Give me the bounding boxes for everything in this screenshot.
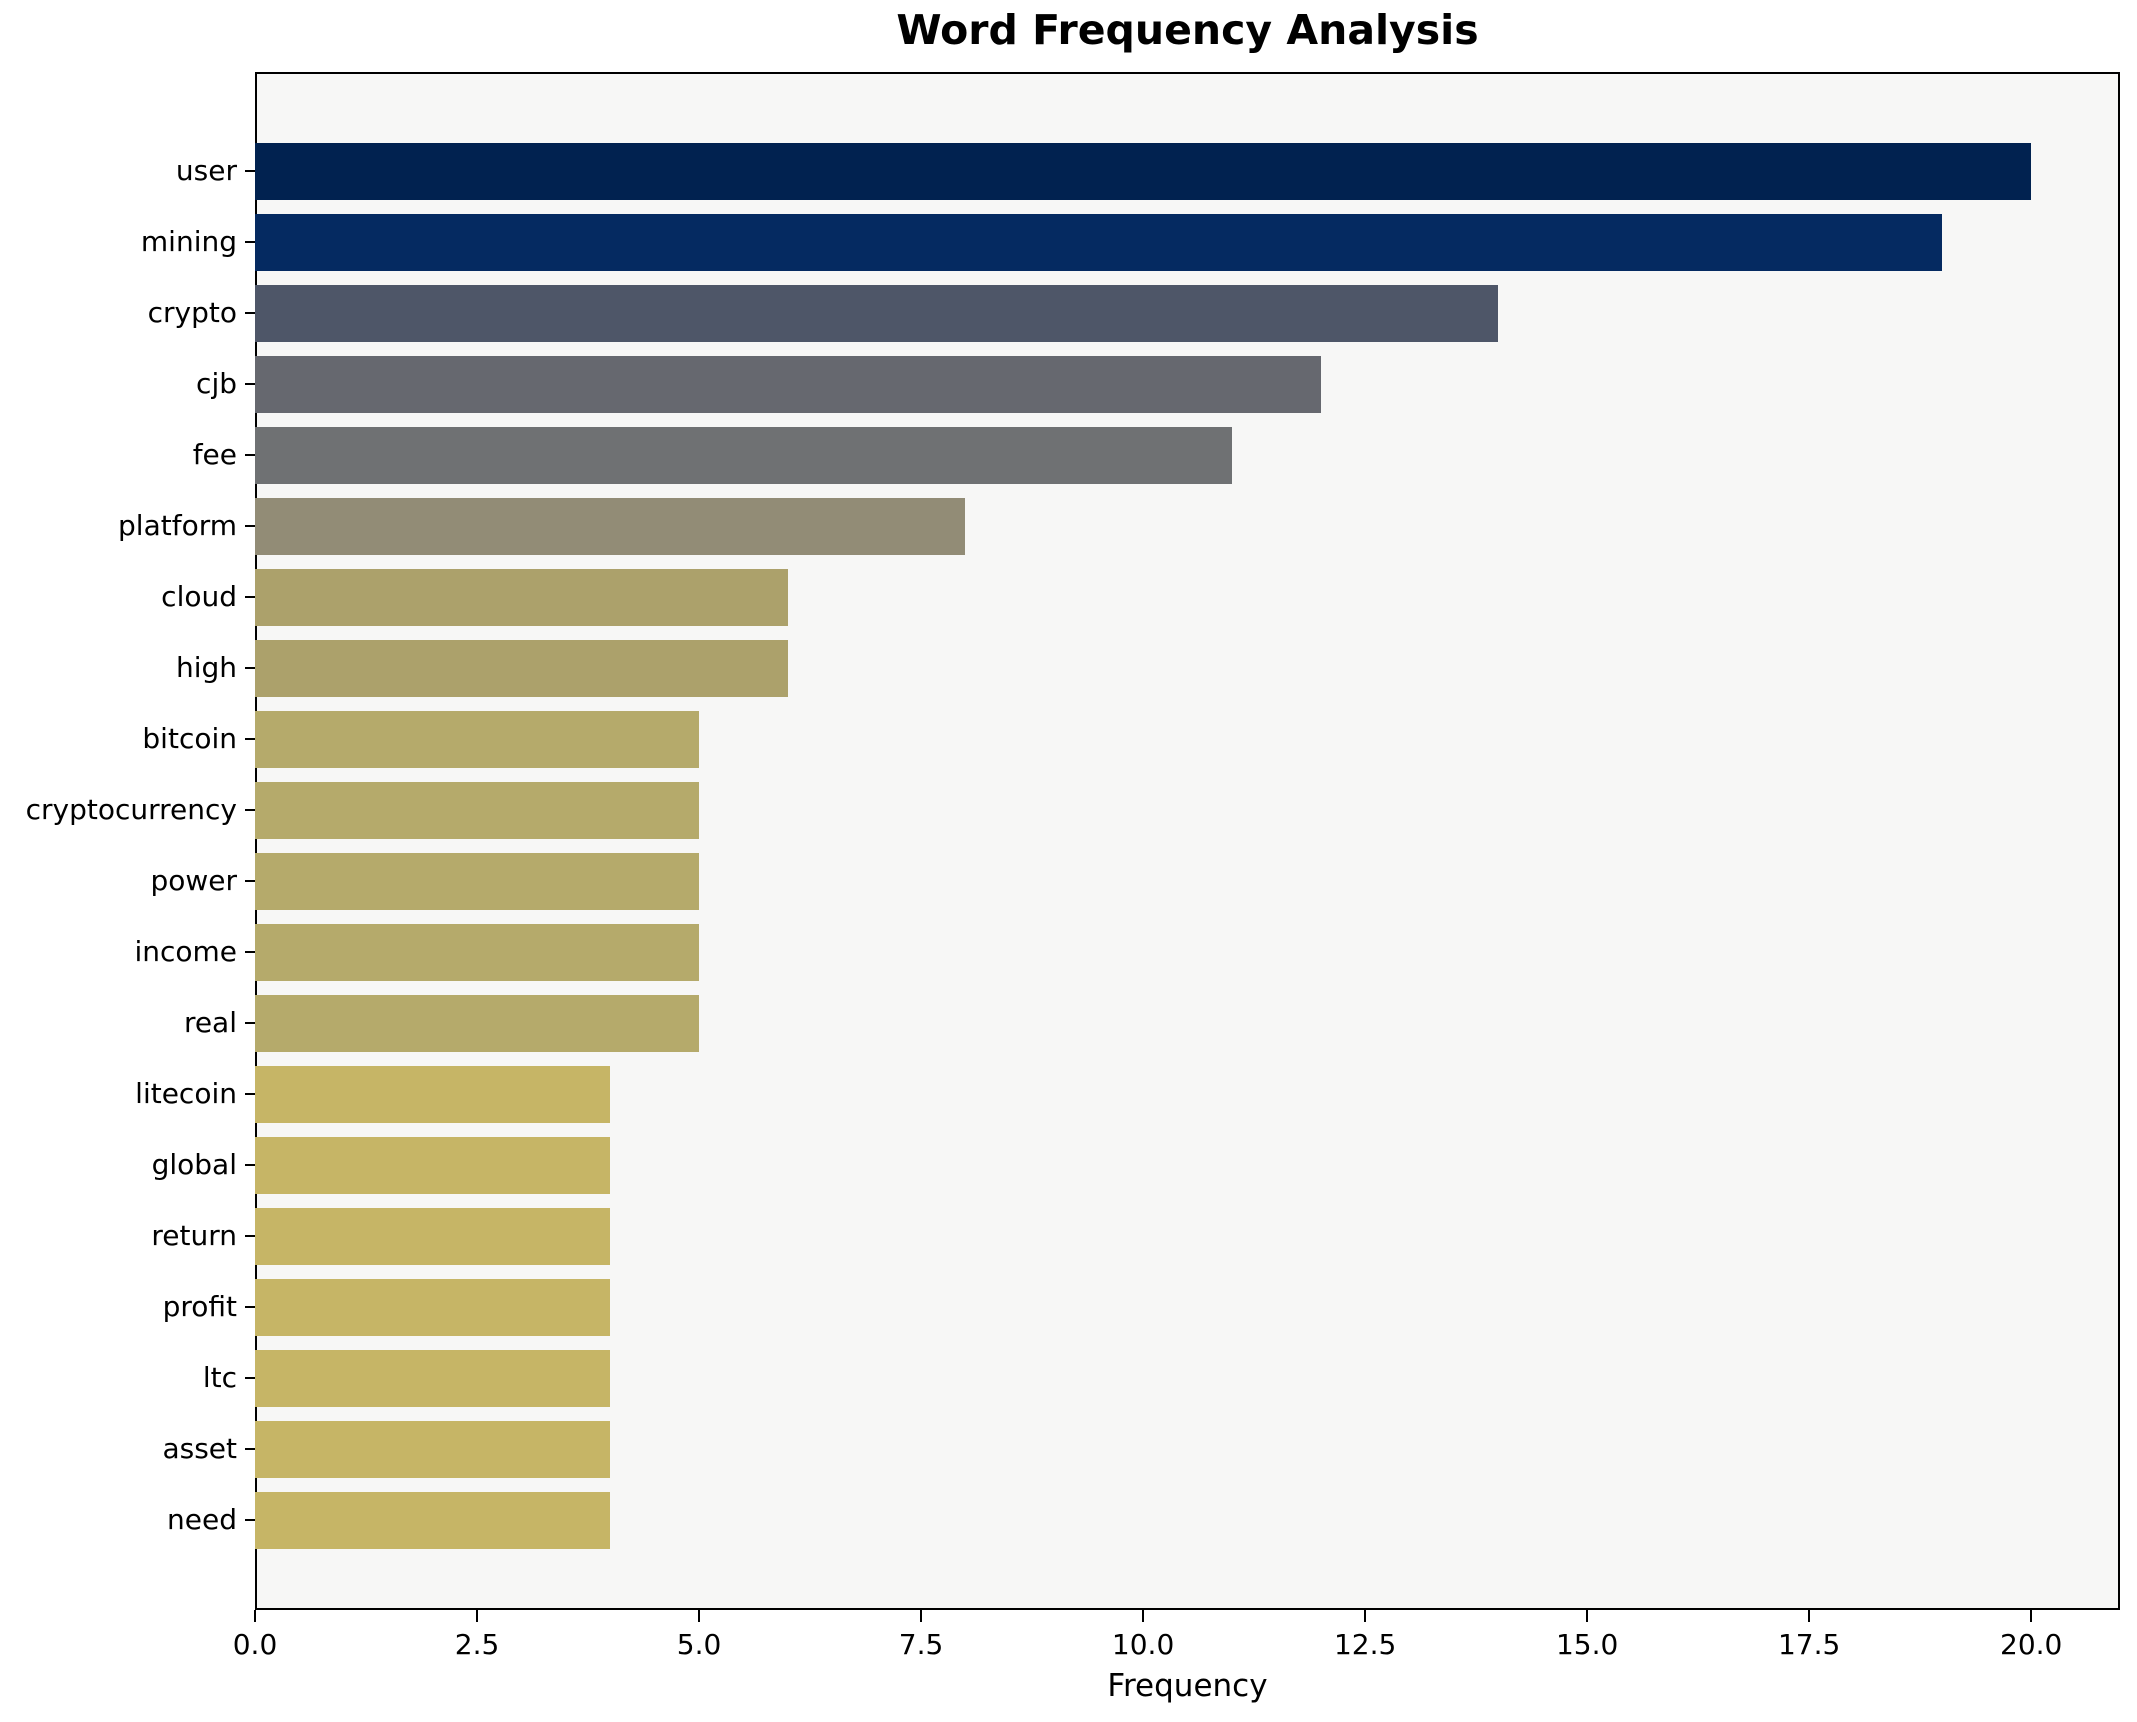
bar-platform: [255, 497, 966, 555]
y-tick-mark: [245, 667, 255, 669]
y-tick-label-mining: mining: [140, 225, 237, 258]
bar-fee: [255, 426, 1232, 484]
y-tick-label-power: power: [150, 864, 237, 897]
x-tick-mark: [1142, 1610, 1145, 1622]
y-tick-mark: [245, 454, 255, 456]
y-tick-label-bitcoin: bitcoin: [142, 722, 237, 755]
y-tick-label-crypto: crypto: [147, 296, 237, 329]
y-tick-mark: [245, 383, 255, 385]
bar-ltc: [255, 1349, 611, 1407]
y-tick-label-fee: fee: [192, 438, 237, 471]
bar-power: [255, 852, 700, 910]
bar-profit: [255, 1278, 611, 1336]
bar-need: [255, 1491, 611, 1549]
x-axis-label: Frequency: [1107, 1668, 1268, 1704]
bar-crypto: [255, 284, 1499, 342]
y-tick-label-cjb: cjb: [196, 367, 237, 400]
x-tick-label-0.0: 0.0: [232, 1628, 278, 1661]
x-tick-label-5.0: 5.0: [676, 1628, 722, 1661]
y-tick-label-global: global: [151, 1148, 237, 1181]
x-tick-label-10.0: 10.0: [1111, 1628, 1175, 1661]
y-tick-mark: [245, 1093, 255, 1095]
y-tick-mark: [245, 1448, 255, 1450]
x-tick-mark: [1364, 1610, 1367, 1622]
y-tick-label-platform: platform: [118, 509, 237, 542]
bar-cloud: [255, 568, 788, 626]
y-tick-mark: [245, 1022, 255, 1024]
bar-user: [255, 142, 2032, 200]
y-tick-label-real: real: [183, 1006, 237, 1039]
x-tick-mark: [698, 1610, 701, 1622]
bar-income: [255, 923, 700, 981]
y-tick-mark: [245, 809, 255, 811]
y-tick-mark: [245, 1377, 255, 1379]
bar-mining: [255, 213, 1943, 271]
x-tick-mark: [254, 1610, 256, 1622]
bar-asset: [255, 1420, 611, 1478]
y-tick-label-high: high: [175, 651, 237, 684]
x-tick-mark: [1586, 1610, 1589, 1622]
bar-cryptocurrency: [255, 781, 700, 839]
y-tick-mark: [245, 738, 255, 740]
y-tick-label-litecoin: litecoin: [135, 1077, 237, 1110]
y-tick-label-ltc: ltc: [202, 1361, 237, 1394]
x-tick-label-7.5: 7.5: [898, 1628, 944, 1661]
y-tick-label-cryptocurrency: cryptocurrency: [25, 793, 237, 826]
x-tick-label-12.5: 12.5: [1333, 1628, 1397, 1661]
x-tick-mark: [920, 1610, 923, 1622]
bar-litecoin: [255, 1065, 611, 1123]
y-tick-mark: [245, 170, 255, 172]
y-tick-label-cloud: cloud: [161, 580, 237, 613]
y-tick-mark: [245, 312, 255, 314]
y-tick-label-user: user: [175, 154, 237, 187]
y-tick-mark: [245, 1306, 255, 1308]
y-tick-mark: [245, 525, 255, 527]
y-tick-label-income: income: [134, 935, 237, 968]
bar-real: [255, 994, 700, 1052]
bar-global: [255, 1136, 611, 1194]
bar-bitcoin: [255, 710, 700, 768]
bar-cjb: [255, 355, 1321, 413]
bar-return: [255, 1207, 611, 1265]
y-tick-mark: [245, 596, 255, 598]
y-tick-label-return: return: [151, 1219, 237, 1252]
bar-high: [255, 639, 788, 697]
x-tick-mark: [1808, 1610, 1811, 1622]
y-tick-mark: [245, 1519, 255, 1521]
x-tick-label-2.5: 2.5: [454, 1628, 500, 1661]
y-tick-mark: [245, 241, 255, 243]
y-tick-label-profit: profit: [162, 1290, 237, 1323]
x-tick-label-15.0: 15.0: [1555, 1628, 1619, 1661]
y-tick-mark: [245, 1164, 255, 1166]
y-tick-label-asset: asset: [162, 1432, 237, 1465]
y-tick-mark: [245, 880, 255, 882]
y-tick-mark: [245, 1235, 255, 1237]
x-tick-label-20.0: 20.0: [2000, 1628, 2063, 1661]
y-tick-mark: [245, 951, 255, 953]
x-tick-mark: [2030, 1610, 2033, 1622]
x-tick-label-17.5: 17.5: [1777, 1628, 1841, 1661]
chart-title: Word Frequency Analysis: [896, 6, 1479, 54]
x-tick-mark: [476, 1610, 479, 1622]
y-tick-label-need: need: [167, 1503, 237, 1536]
